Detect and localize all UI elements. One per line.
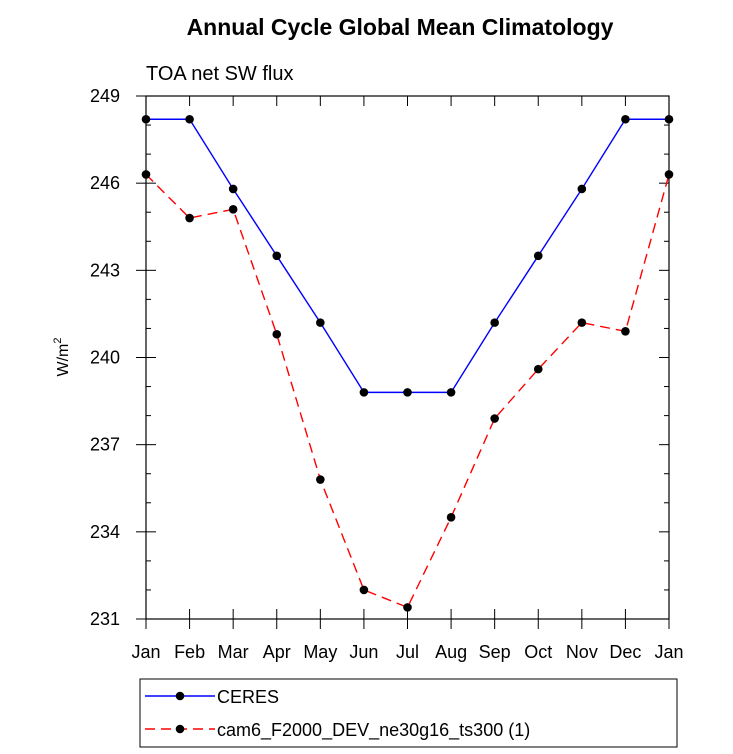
series-line-1 [146,118,669,394]
data-point-series-2 [228,205,238,214]
x-tick-label: Feb [174,642,205,662]
x-tick-label: Jun [349,642,378,662]
data-point-series-2 [490,414,499,423]
x-tick-label: Jul [396,642,419,662]
data-point-series-2 [272,329,282,339]
legend: CERES cam6_F2000_DEV_ne30g16_ts300 (1) [139,678,678,748]
y-tick-label: 249 [90,86,120,106]
data-point-series-1 [490,318,499,327]
data-point-series-1 [577,184,587,194]
chart-title: Annual Cycle Global Mean Climatology [186,14,614,40]
data-point-series-1 [664,114,674,124]
series-group [141,114,674,612]
data-point-series-1 [316,318,325,327]
data-point-series-2 [316,475,325,484]
legend-marker-1 [175,691,185,701]
y-axis-label-text: W/m [55,344,72,377]
y-axis-label-superscript: 2 [52,338,64,344]
x-tick-label: Aug [435,642,467,662]
chart-subtitle: TOA net SW flux [146,63,293,85]
x-tick-label: Sep [479,642,511,662]
x-tick-label: Jan [654,642,683,662]
data-point-series-2 [577,318,587,327]
data-point-series-2 [359,585,369,595]
data-point-series-2 [533,364,543,374]
legend-label-2: cam6_F2000_DEV_ne30g16_ts300 (1) [217,720,530,741]
y-axis: 231 234 237 240 243 246 249 [90,86,669,629]
legend-label-1: CERES [217,687,279,707]
data-point-series-2 [403,603,412,612]
x-tick-label: Mar [218,642,249,662]
data-point-series-1 [185,114,194,124]
x-tick-label: Oct [524,642,552,662]
x-tick-label: Apr [263,642,291,662]
data-point-series-1 [446,388,456,397]
data-point-series-1 [272,251,282,261]
data-point-series-1 [403,388,412,397]
data-point-series-1 [621,114,630,124]
y-tick-label: 231 [90,609,120,629]
data-point-series-1 [359,388,369,397]
data-point-series-1 [141,114,151,124]
y-tick-label: 243 [90,260,120,280]
data-point-series-2 [664,170,674,179]
y-tick-label: 234 [90,522,120,542]
data-point-series-1 [228,184,238,194]
x-tick-label: Dec [609,642,641,662]
data-point-series-2 [621,327,630,336]
x-tick-label: Jan [131,642,160,662]
legend-marker-2 [175,724,185,734]
y-tick-label: 237 [90,435,120,455]
data-point-series-2 [446,513,456,522]
x-axis: Jan Feb Mar Apr May Jun Jul Aug Sep Oct Nov Dec Jan [131,96,684,662]
data-point-series-2 [185,213,194,223]
y-tick-label: 240 [90,348,120,368]
legend-box [139,678,678,748]
data-point-series-1 [533,251,543,261]
x-tick-label: Nov [566,642,598,662]
y-tick-label: 246 [90,173,120,193]
y-axis-label: W/m2 [52,338,72,377]
data-point-series-2 [141,170,151,179]
x-tick-label: May [303,642,337,662]
